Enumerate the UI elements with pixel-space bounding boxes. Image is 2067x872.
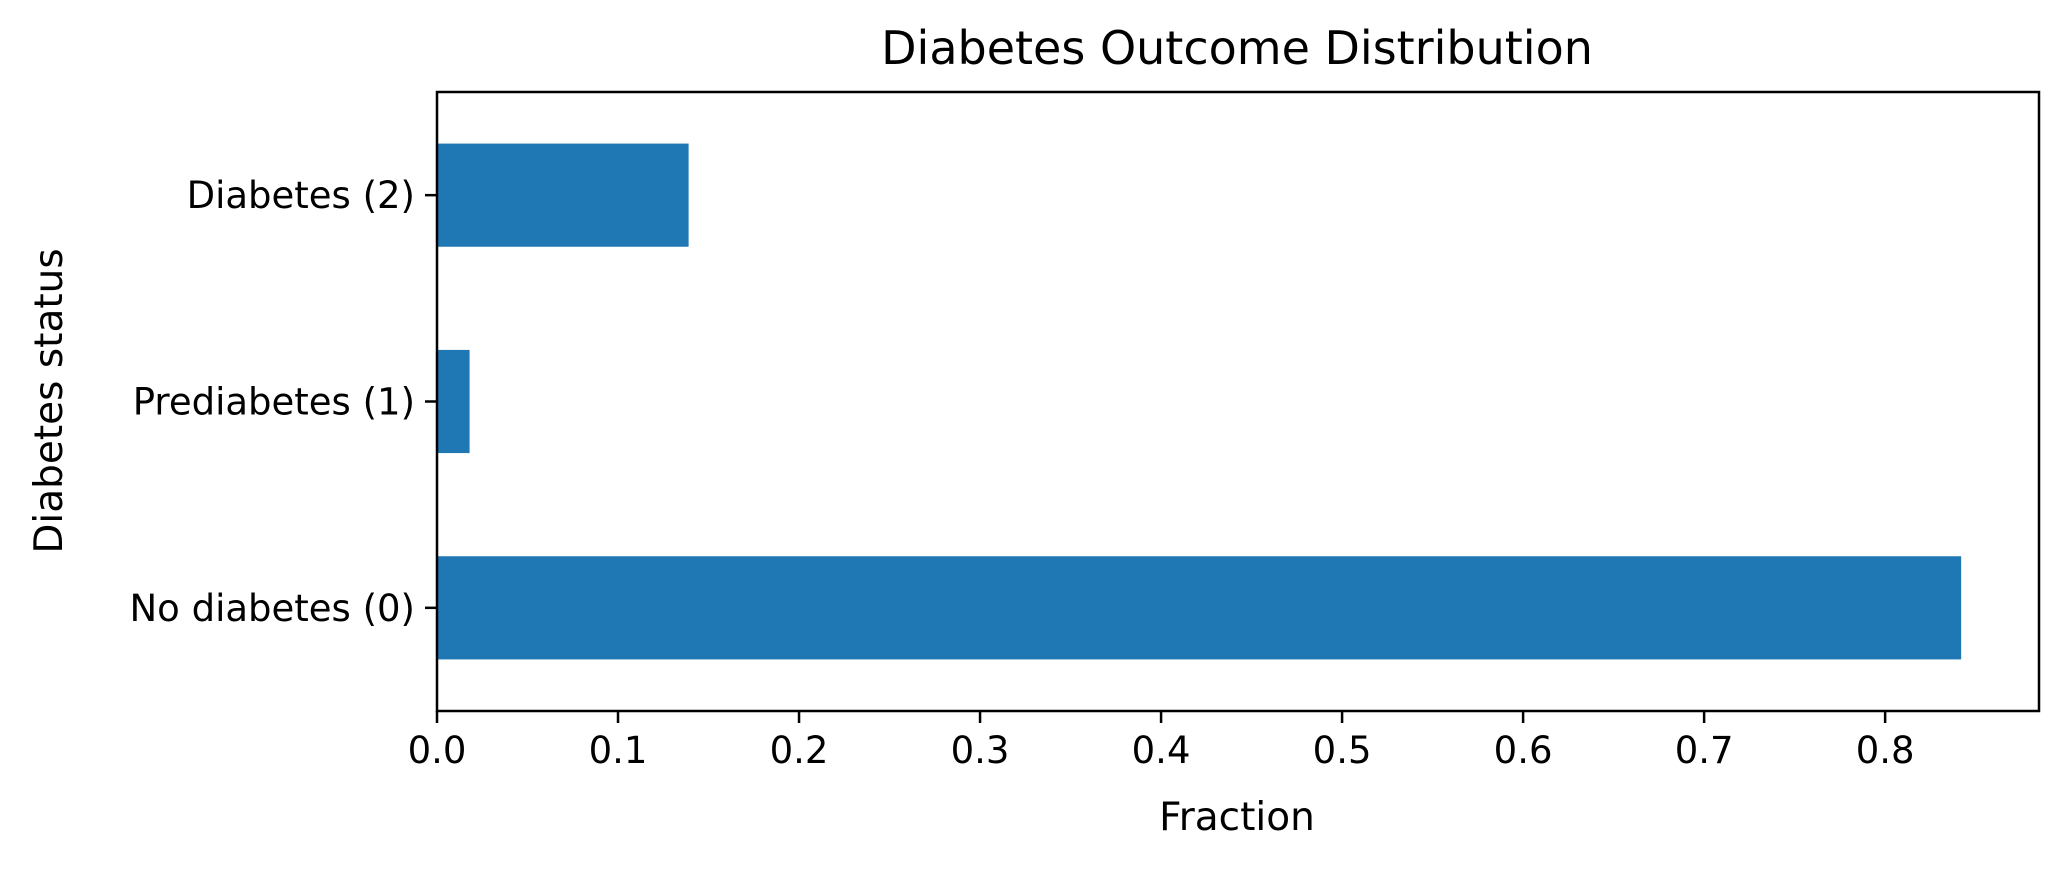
- x-tick-label: 0.2: [770, 729, 829, 772]
- x-tick-label: 0.5: [1313, 729, 1372, 772]
- x-tick-label: 0.3: [951, 729, 1010, 772]
- x-tick-label: 0.1: [589, 729, 648, 772]
- x-tick-label: 0.4: [1132, 729, 1191, 772]
- bar-no-diabetes-0: [437, 556, 1962, 660]
- x-tick-label: 0.7: [1675, 729, 1734, 772]
- bar-prediabetes-1: [437, 349, 470, 454]
- bars-group: [437, 143, 1962, 660]
- x-axis-label: Fraction: [1159, 795, 1315, 840]
- x-tick-label: 0.0: [408, 729, 467, 772]
- y-tick-label: No diabetes (0): [130, 587, 416, 630]
- bar-diabetes-2: [437, 143, 689, 247]
- y-tick-label: Prediabetes (1): [133, 381, 415, 424]
- y-tick-label: Diabetes (2): [187, 174, 415, 217]
- x-tick-label: 0.8: [1856, 729, 1915, 772]
- x-axis-ticks: 0.0 0.1 0.2 0.3 0.4 0.5 0.6 0.7 0.8: [408, 711, 1915, 772]
- y-axis-label: Diabetes status: [27, 248, 72, 553]
- x-tick-label: 0.6: [1494, 729, 1553, 772]
- y-axis-ticks: No diabetes (0) Prediabetes (1) Diabetes (…: [130, 174, 437, 630]
- chart-title: Diabetes Outcome Distribution: [881, 21, 1593, 75]
